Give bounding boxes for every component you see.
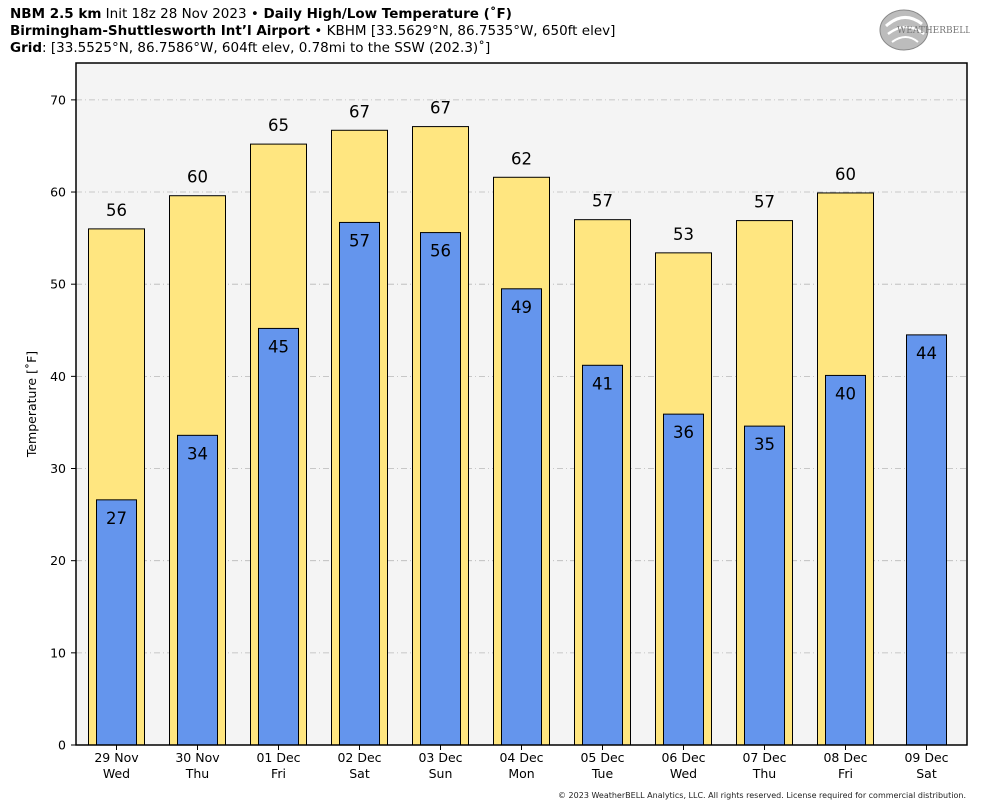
low-temp-bar [258, 327, 299, 746]
high-temp-label: 60 [187, 168, 208, 187]
x-tick-weekday: Thu [185, 766, 209, 781]
y-tick-label: 0 [58, 738, 66, 753]
x-tick-date: 07 Dec [742, 750, 786, 765]
low-temp-label: 41 [592, 374, 613, 393]
high-temp-label: 56 [106, 201, 127, 220]
low-temp-bar [825, 374, 866, 746]
high-temp-label: 57 [592, 192, 613, 211]
low-temp-label: 27 [106, 509, 127, 528]
bullet-separator: • [310, 23, 327, 39]
high-temp-label: 67 [349, 102, 370, 121]
y-tick-label: 40 [50, 369, 66, 384]
x-tick-weekday: Wed [670, 766, 697, 781]
low-temp-bar [339, 221, 380, 746]
grid-coords: : [33.5525°N, 86.7586°W, 604ft elev, 0.7… [42, 40, 491, 56]
low-temp-label: 36 [673, 423, 694, 442]
chart-title: Daily High/Low Temperature (˚F) [258, 6, 512, 22]
copyright-footer: © 2023 WeatherBELL Analytics, LLC. All r… [558, 791, 966, 800]
bars [88, 126, 947, 746]
header-line-2: Birmingham-Shuttlesworth Int’l Airport •… [10, 23, 615, 40]
low-temp-bar [663, 413, 704, 746]
x-tick-date: 08 Dec [823, 750, 867, 765]
x-tick-weekday: Sat [916, 766, 937, 781]
high-temp-label: 53 [673, 225, 694, 244]
logo-graphic: WEATHERBELL [879, 9, 971, 51]
x-tick-date: 03 Dec [418, 750, 462, 765]
high-temp-label: 67 [430, 99, 451, 118]
station-coords: KBHM [33.5629°N, 86.7535°W, 650ft elev] [326, 23, 616, 39]
y-tick-label: 70 [50, 92, 66, 107]
init-time: Init 18z 28 Nov 2023 [101, 6, 251, 22]
logo-text: WEATHERBELL [897, 26, 970, 36]
x-tick-weekday: Thu [752, 766, 776, 781]
station-name: Birmingham-Shuttlesworth Int’l Airport [10, 23, 311, 39]
chart-header: NBM 2.5 km Init 18z 28 Nov 2023 • Daily … [10, 6, 615, 57]
low-temp-bar [501, 288, 542, 746]
high-temp-label: 60 [835, 165, 856, 184]
low-temp-label: 57 [349, 231, 370, 250]
x-tick-date: 02 Dec [337, 750, 381, 765]
x-tick-date: 29 Nov [94, 750, 139, 765]
x-tick-weekday: Sun [429, 766, 453, 781]
x-tick-weekday: Mon [508, 766, 534, 781]
x-tick-weekday: Fri [271, 766, 286, 781]
x-tick-weekday: Tue [591, 766, 614, 781]
x-tick-date: 06 Dec [661, 750, 705, 765]
y-tick-label: 20 [50, 553, 66, 568]
x-tick-date: 09 Dec [904, 750, 948, 765]
low-temp-label: 49 [511, 298, 532, 317]
data-labels: 56 27 60 34 65 45 67 57 67 56 62 49 57 41 53 36 57 35 60 40… [106, 99, 937, 528]
header-line-3: Grid: [33.5525°N, 86.7586°W, 604ft elev,… [10, 40, 615, 57]
low-temp-label: 34 [187, 444, 208, 463]
x-tick-weekday: Wed [103, 766, 130, 781]
x-tick-date: 05 Dec [580, 750, 624, 765]
high-temp-label: 57 [754, 193, 775, 212]
x-tick-date: 04 Dec [499, 750, 543, 765]
x-tick-date: 01 Dec [256, 750, 300, 765]
y-tick-label: 30 [50, 461, 66, 476]
y-tick-label: 60 [50, 185, 66, 200]
low-temp-bar [906, 334, 947, 746]
x-tick-date: 30 Nov [175, 750, 220, 765]
low-temp-bar [96, 499, 137, 746]
x-tick-weekday: Fri [838, 766, 853, 781]
header-line-1: NBM 2.5 km Init 18z 28 Nov 2023 • Daily … [10, 6, 615, 23]
low-temp-label: 35 [754, 435, 775, 454]
low-temp-bar [420, 232, 461, 746]
weatherbell-logo-icon: WEATHERBELL [878, 6, 971, 54]
x-tick-weekday: Sat [349, 766, 370, 781]
y-axis-label: Temperature [˚F] [24, 351, 39, 458]
low-temp-label: 45 [268, 337, 289, 356]
y-tick-label: 50 [50, 277, 66, 292]
grid-label: Grid [10, 40, 43, 56]
plot-frame [75, 62, 968, 746]
high-temp-label: 62 [511, 149, 532, 168]
model-name: NBM 2.5 km [10, 6, 102, 22]
low-temp-bar [582, 364, 623, 746]
low-temp-label: 40 [835, 384, 856, 403]
high-temp-label: 65 [268, 116, 289, 135]
y-tick-label: 10 [50, 645, 66, 660]
low-temp-label: 44 [916, 344, 937, 363]
bullet-separator: • [250, 6, 259, 22]
low-temp-label: 56 [430, 242, 451, 261]
low-temp-bar [177, 434, 218, 746]
low-temp-bar [744, 425, 785, 746]
